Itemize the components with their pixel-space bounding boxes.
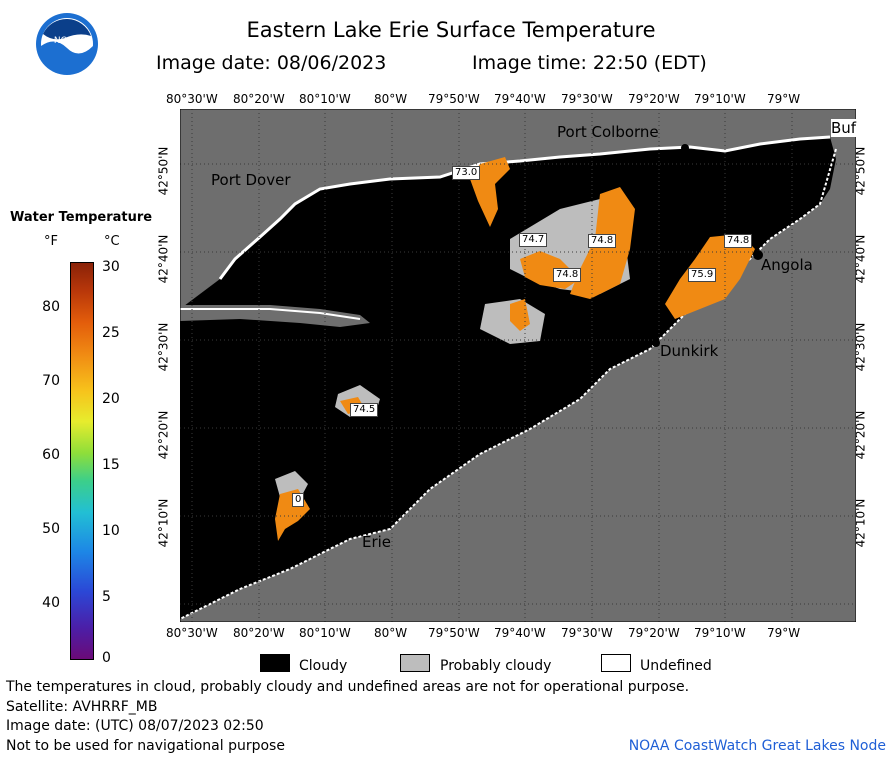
temperature-label: 75.9 — [688, 268, 717, 282]
image-date: Image date: 08/06/2023 — [156, 52, 387, 74]
tick-f-70: 70 — [42, 373, 60, 389]
tick-f-80: 80 — [42, 299, 60, 315]
lat-lon-grid — [180, 109, 856, 622]
key-cloudy-swatch — [260, 654, 290, 672]
svg-text:NOAA: NOAA — [54, 36, 81, 46]
temperature-label: 73.0 — [452, 166, 481, 180]
legend-title: Water Temperature — [10, 210, 153, 225]
place-buffalo: Buf — [831, 119, 857, 137]
left-axis-label: 42°40'N — [156, 234, 171, 284]
place-port-colborne: Port Colborne — [557, 123, 659, 141]
unit-fahrenheit: °F — [44, 234, 58, 249]
lake-cloud-area — [180, 137, 836, 619]
map-svg — [179, 108, 857, 623]
angola-marker — [753, 250, 763, 260]
temperature-label: 74.8 — [588, 234, 617, 248]
tick-c-15: 15 — [102, 457, 120, 473]
navigation-warning: Not to be used for navigational purpose — [6, 738, 285, 754]
tick-f-40: 40 — [42, 595, 60, 611]
top-axis-label: 79°30'W — [561, 92, 613, 106]
warm-water-5 — [510, 299, 530, 331]
key-probably-cloudy-swatch — [400, 654, 430, 672]
tick-c-0: 0 — [102, 650, 111, 666]
unit-celsius: °C — [104, 234, 120, 249]
top-axis-label: 79°20'W — [628, 92, 680, 106]
bottom-axis-label: 79°W — [767, 626, 801, 640]
bottom-axis-label: 79°20'W — [628, 626, 680, 640]
top-axis-label: 80°20'W — [233, 92, 285, 106]
top-axis-label: 80°30'W — [166, 92, 218, 106]
port-colborne-marker — [681, 144, 689, 152]
temperature-label: 74.8 — [724, 234, 753, 248]
left-axis-label: 42°50'N — [156, 146, 171, 196]
key-undefined-swatch — [601, 654, 631, 672]
place-erie: Erie — [362, 533, 392, 551]
top-axis-label: 80°W — [374, 92, 408, 106]
top-axis-label: 80°10'W — [299, 92, 351, 106]
bottom-axis-label: 80°W — [374, 626, 408, 640]
temperature-label: 74.8 — [553, 268, 582, 282]
place-dunkirk: Dunkirk — [660, 342, 719, 360]
bottom-axis-label: 79°50'W — [428, 626, 480, 640]
left-axis-label: 42°10'N — [156, 498, 171, 548]
satellite-info: Satellite: AVHRRF_MB — [6, 699, 158, 715]
tick-c-20: 20 — [102, 391, 120, 407]
key-undefined-label: Undefined — [640, 658, 712, 674]
long-point-land — [180, 305, 370, 327]
tick-c-10: 10 — [102, 523, 120, 539]
bottom-axis-label: 80°20'W — [233, 626, 285, 640]
temperature-colorbar — [70, 262, 94, 660]
lake-erie-map: Port Colborne Port Dover Angola Dunkirk … — [179, 108, 857, 623]
top-axis-label: 79°10'W — [694, 92, 746, 106]
bottom-axis-label: 79°40'W — [494, 626, 546, 640]
temperature-label: 74.7 — [519, 233, 548, 247]
place-port-dover: Port Dover — [211, 171, 291, 189]
dunkirk-marker — [652, 339, 660, 347]
key-probably-cloudy-label: Probably cloudy — [440, 658, 552, 674]
temperature-label: 74.5 — [350, 403, 379, 417]
bottom-axis-label: 79°10'W — [694, 626, 746, 640]
tick-c-25: 25 — [102, 325, 120, 341]
top-axis-label: 79°40'W — [494, 92, 546, 106]
key-cloudy-label: Cloudy — [299, 658, 348, 674]
tick-f-60: 60 — [42, 447, 60, 463]
page-title: Eastern Lake Erie Surface Temperature — [246, 18, 656, 42]
bottom-axis-label: 79°30'W — [561, 626, 613, 640]
tick-c-5: 5 — [102, 589, 111, 605]
image-time: Image time: 22:50 (EDT) — [472, 52, 707, 74]
left-axis-label: 42°20'N — [156, 410, 171, 460]
top-axis-label: 79°50'W — [428, 92, 480, 106]
erie-marker — [354, 528, 362, 536]
left-axis-label: 42°30'N — [156, 322, 171, 372]
credit-link[interactable]: NOAA CoastWatch Great Lakes Node — [628, 738, 886, 754]
bottom-axis-label: 80°30'W — [166, 626, 218, 640]
utc-date: Image date: (UTC) 08/07/2023 02:50 — [6, 718, 264, 734]
bottom-axis-label: 80°10'W — [299, 626, 351, 640]
place-angola: Angola — [761, 256, 813, 274]
tick-f-50: 50 — [42, 521, 60, 537]
top-axis-label: 79°W — [767, 92, 801, 106]
tick-c-30: 30 — [102, 259, 120, 275]
noaa-logo-icon: NOAA — [35, 12, 99, 76]
disclaimer: The temperatures in cloud, probably clou… — [6, 679, 690, 695]
temperature-label: 0 — [292, 493, 305, 507]
